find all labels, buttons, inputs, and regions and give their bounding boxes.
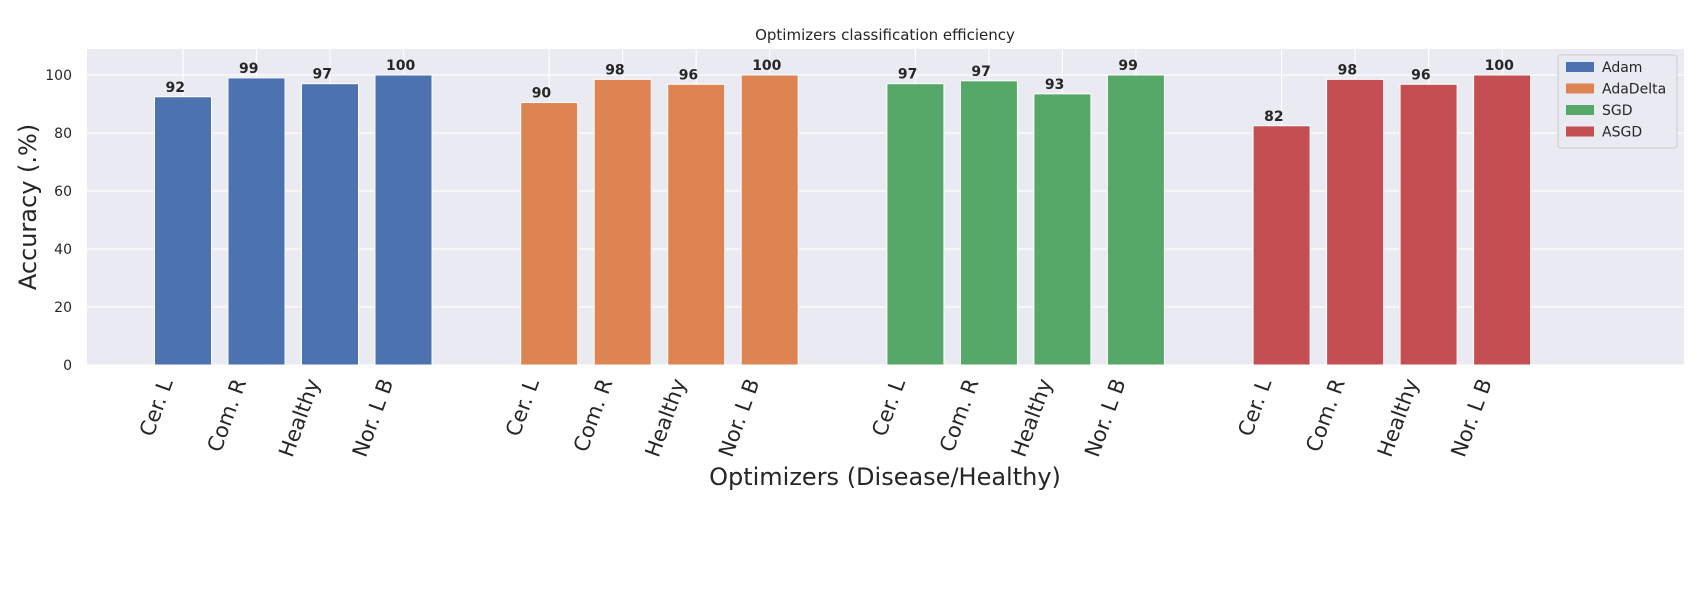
y-tick-label: 0 <box>63 358 72 374</box>
bars <box>154 74 1532 366</box>
data-label: 100 <box>386 58 415 74</box>
x-tick-label: Com. R <box>935 376 984 456</box>
chart-title: Optimizers classification efficiency <box>755 26 1015 44</box>
data-label: 100 <box>1485 58 1514 74</box>
bar-asgd-2 <box>1326 78 1385 366</box>
bar-adam-2 <box>227 77 286 366</box>
x-tick-label: Com. R <box>1301 376 1350 456</box>
x-tick-label: Cer. L <box>501 375 544 439</box>
x-tick-label: Nor. L B <box>348 376 398 461</box>
data-labels: 92 99 97 100 90 98 96 100 97 97 93 99 82 98 96 100 <box>166 58 1515 125</box>
x-tick-label: Cer. L <box>867 375 910 439</box>
bar-sgd-3 <box>1033 93 1092 366</box>
bar-asgd-3 <box>1399 83 1458 366</box>
legend: Adam AdaDelta SGD ASGD <box>1557 54 1678 149</box>
data-label: 90 <box>532 86 552 102</box>
bar-adadelta-3 <box>667 83 726 366</box>
data-label: 99 <box>239 61 258 77</box>
x-tick-label: Com. R <box>203 376 252 456</box>
x-tick-label: Healthy <box>641 376 691 461</box>
x-tick-label: Cer. L <box>135 375 178 439</box>
data-label: 93 <box>1045 77 1064 93</box>
x-tick-label: Nor. L B <box>1080 376 1130 461</box>
x-tick-label: Nor. L B <box>1446 376 1496 461</box>
data-label: 96 <box>679 67 698 83</box>
y-tick-label: 20 <box>54 300 72 316</box>
legend-label-asgd: ASGD <box>1602 125 1642 141</box>
x-axis-label: Optimizers (Disease/Healthy) <box>709 463 1061 491</box>
bar-adam-4 <box>374 74 433 366</box>
data-label: 97 <box>971 64 990 80</box>
y-tick-label: 80 <box>54 126 72 142</box>
legend-swatch-sgd <box>1566 105 1594 115</box>
data-label: 98 <box>1338 62 1357 78</box>
legend-label-adadelta: AdaDelta <box>1602 82 1666 98</box>
y-axis-ticks: 0 20 40 60 80 100 <box>45 68 72 374</box>
y-tick-label: 100 <box>45 68 72 84</box>
data-label: 97 <box>313 67 332 83</box>
x-tick-label: Healthy <box>1007 376 1057 461</box>
x-axis-ticks: Cer. L Com. R Healthy Nor. L B Cer. L Com. R H… <box>135 375 1497 460</box>
bar-adadelta-1 <box>520 102 579 366</box>
legend-swatch-adam <box>1566 62 1594 72</box>
data-label: 92 <box>166 80 185 96</box>
x-tick-label: Healthy <box>274 376 324 461</box>
bar-asgd-1 <box>1252 125 1311 366</box>
legend-label-adam: Adam <box>1602 60 1642 76</box>
data-label: 98 <box>605 62 624 78</box>
x-tick-label: Nor. L B <box>714 376 764 461</box>
bar-sgd-2 <box>959 80 1018 366</box>
bar-adadelta-4 <box>740 74 799 366</box>
data-label: 82 <box>1264 109 1283 125</box>
data-label: 99 <box>1118 58 1137 74</box>
legend-swatch-adadelta <box>1566 83 1594 94</box>
bar-sgd-1 <box>886 83 945 366</box>
data-label: 100 <box>752 58 781 74</box>
x-tick-label: Healthy <box>1373 376 1423 461</box>
legend-label-sgd: SGD <box>1602 103 1633 119</box>
bar-adadelta-2 <box>593 78 652 366</box>
y-tick-label: 40 <box>54 242 72 258</box>
y-axis-label: Accuracy (.%) <box>14 124 42 290</box>
bar-sgd-4 <box>1106 74 1165 366</box>
bar-adam-1 <box>154 96 212 366</box>
y-tick-label: 60 <box>54 184 72 200</box>
legend-frame <box>1557 54 1678 149</box>
data-label: 96 <box>1411 67 1430 83</box>
x-tick-label: Cer. L <box>1233 375 1276 439</box>
legend-swatch-asgd <box>1566 126 1594 137</box>
data-label: 97 <box>898 67 917 83</box>
bar-asgd-4 <box>1473 74 1532 366</box>
bar-adam-3 <box>301 83 359 366</box>
x-tick-label: Com. R <box>569 376 618 456</box>
